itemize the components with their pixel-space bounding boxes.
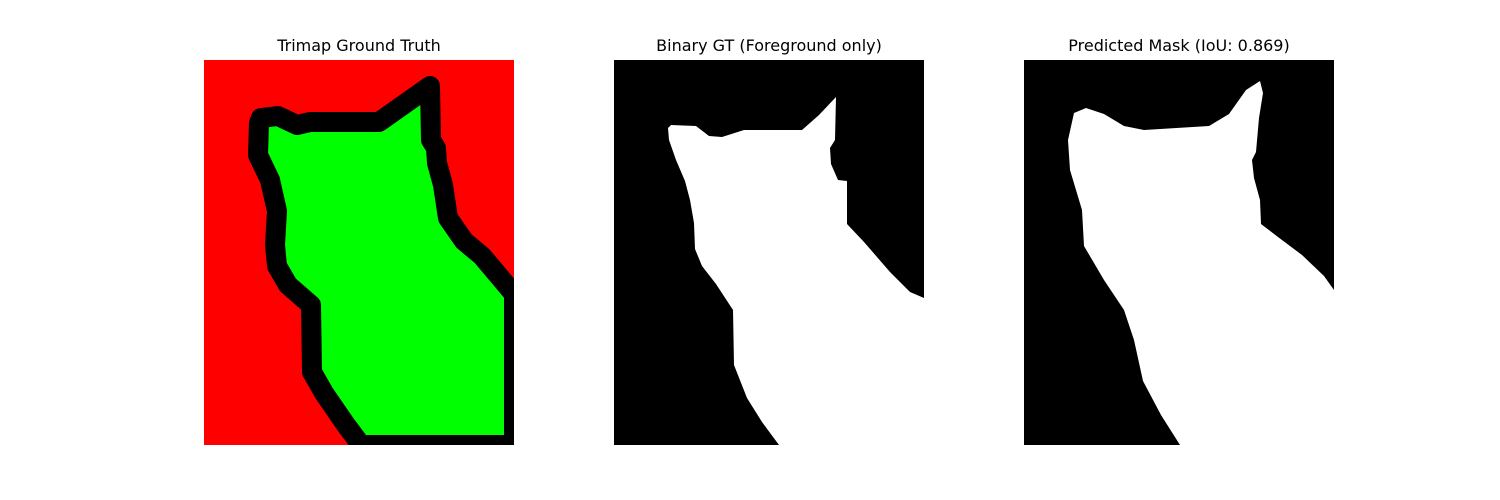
predicted-mask-image (1024, 60, 1334, 445)
binary-gt-panel: Binary GT (Foreground only) (614, 0, 924, 500)
predicted-mask-panel: Predicted Mask (IoU: 0.869) (1024, 0, 1334, 500)
trimap-panel: Trimap Ground Truth (204, 0, 514, 500)
binary-gt-image (614, 60, 924, 445)
predicted-mask-title: Predicted Mask (IoU: 0.869) (984, 36, 1374, 55)
binary-gt-title: Binary GT (Foreground only) (574, 36, 964, 55)
trimap-image (204, 60, 514, 445)
trimap-title: Trimap Ground Truth (164, 36, 554, 55)
